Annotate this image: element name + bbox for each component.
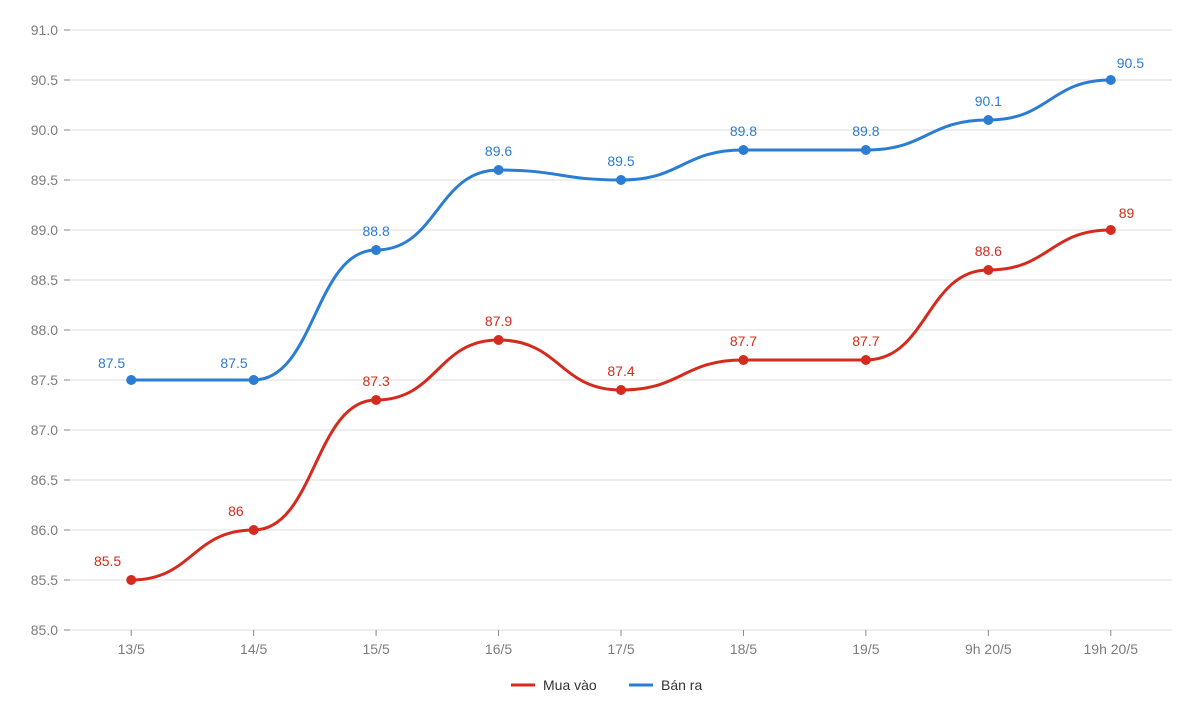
data-point [249,525,259,535]
legend-label: Mua vào [543,677,597,693]
data-point [371,395,381,405]
y-tick-label: 87.5 [31,372,58,388]
data-label: 89.6 [485,143,512,159]
data-point [861,145,871,155]
data-point [126,375,136,385]
y-tick-label: 86.5 [31,472,58,488]
y-tick-label: 87.0 [31,422,58,438]
x-tick-label: 15/5 [362,641,389,657]
x-tick-label: 19/5 [852,641,879,657]
legend-label: Bán ra [661,677,702,693]
data-label: 85.5 [94,553,121,569]
data-point [983,115,993,125]
x-tick-label: 14/5 [240,641,267,657]
data-point [126,575,136,585]
data-label: 86 [228,503,244,519]
data-label: 87.4 [607,363,634,379]
data-label: 87.5 [220,355,247,371]
x-tick-label: 18/5 [730,641,757,657]
data-point [861,355,871,365]
data-point [249,375,259,385]
data-point [494,335,504,345]
data-label: 87.7 [730,333,757,349]
data-point [371,245,381,255]
data-label: 89.8 [730,123,757,139]
data-label: 90.1 [975,93,1002,109]
x-tick-label: 13/5 [118,641,145,657]
y-tick-label: 88.0 [31,322,58,338]
data-label: 88.6 [975,243,1002,259]
data-label: 87.9 [485,313,512,329]
y-tick-label: 89.5 [31,172,58,188]
data-point [738,145,748,155]
y-tick-label: 91.0 [31,22,58,38]
x-tick-label: 9h 20/5 [965,641,1012,657]
data-label: 87.7 [852,333,879,349]
x-tick-label: 19h 20/5 [1084,641,1139,657]
x-tick-label: 17/5 [607,641,634,657]
data-point [1106,225,1116,235]
y-tick-label: 89.0 [31,222,58,238]
y-tick-label: 90.5 [31,72,58,88]
data-point [616,385,626,395]
data-label: 88.8 [362,223,389,239]
data-label: 87.3 [362,373,389,389]
y-tick-label: 86.0 [31,522,58,538]
data-label: 89 [1119,205,1135,221]
y-tick-label: 90.0 [31,122,58,138]
data-point [983,265,993,275]
gold-price-chart: 85.0 85.5 86.0 86.5 87.0 87.5 88.0 88.5 89.0 89.5… [0,0,1192,702]
y-tick-label: 85.0 [31,622,58,638]
data-point [1106,75,1116,85]
y-tick-label: 88.5 [31,272,58,288]
data-point [738,355,748,365]
data-label: 89.5 [607,153,634,169]
data-label: 87.5 [98,355,125,371]
data-label: 90.5 [1117,55,1144,71]
series-line [131,230,1111,580]
data-label: 89.8 [852,123,879,139]
data-point [616,175,626,185]
data-point [494,165,504,175]
x-tick-label: 16/5 [485,641,512,657]
y-tick-label: 85.5 [31,572,58,588]
